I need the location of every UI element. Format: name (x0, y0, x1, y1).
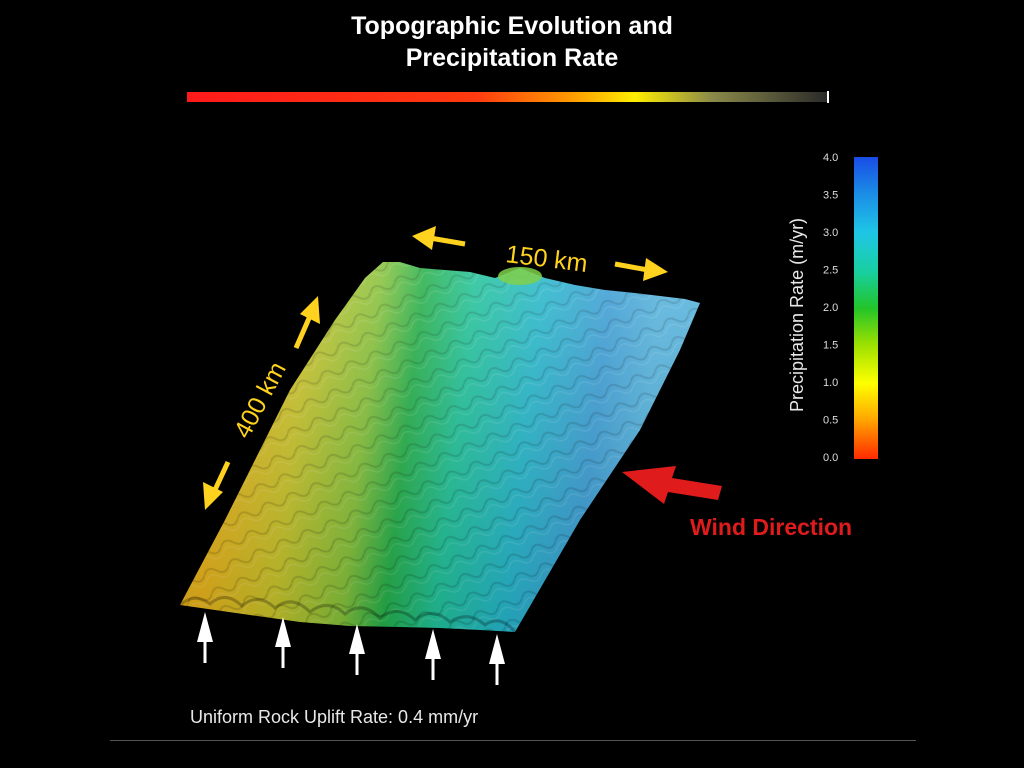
width-arrow-left-icon (412, 226, 436, 250)
wind-arrow-icon (622, 466, 722, 504)
colorbar-title: Precipitation Rate (m/yr) (787, 218, 807, 412)
terrain-surface (179, 262, 700, 633)
width-arrow-right-shaft (614, 261, 649, 273)
length-arrow-down-icon (203, 482, 223, 510)
colorbar-tick-label: 4.0 (823, 152, 838, 164)
colorbar-tick-label: 3.0 (823, 227, 838, 239)
bottom-rule (110, 740, 916, 741)
title-line-1: Topographic Evolution and (351, 12, 673, 40)
title-gradient-bar (187, 92, 827, 102)
colorbar-tick-label: 3.5 (823, 190, 838, 202)
slide-title: Topographic Evolution and Precipitation … (262, 10, 762, 74)
uplift-arrow-3-icon (349, 624, 365, 654)
colorbar-tick-label: 2.0 (823, 302, 838, 314)
uplift-arrow-4-icon (425, 629, 441, 659)
width-arrows (412, 226, 668, 281)
uplift-arrow-1-icon (197, 612, 213, 642)
width-arrow-right-icon (643, 258, 668, 281)
colorbar-tick-label: 0.5 (823, 415, 838, 427)
terrain-shading (180, 262, 700, 632)
colorbar-tick-label: 1.5 (823, 340, 838, 352)
title-line-2: Precipitation Rate (405, 44, 619, 72)
width-arrow-left-shaft (429, 235, 466, 247)
length-arrow-down-shaft (211, 460, 231, 494)
uplift-arrows (197, 612, 505, 685)
uplift-arrow-5-icon (489, 634, 505, 664)
colorbar-tick-label: 0.0 (823, 452, 838, 464)
length-arrow-up-icon (300, 296, 320, 324)
title-bar-end-mark (827, 91, 829, 103)
length-arrow-up-shaft (293, 314, 313, 350)
terrain-summit (498, 267, 542, 285)
uplift-arrow-2-icon (275, 617, 291, 647)
wind-arrow (622, 466, 722, 504)
wind-label: Wind Direction (690, 514, 852, 540)
colorbar-tick-label: 2.5 (823, 265, 838, 277)
colorbar: 4.0 3.5 3.0 2.5 2.0 1.5 1.0 0.5 0.0 Precipitatio… (787, 152, 878, 464)
colorbar-tick-label: 1.0 (823, 377, 838, 389)
length-arrows (203, 296, 320, 510)
colorbar-ticks: 4.0 3.5 3.0 2.5 2.0 1.5 1.0 0.5 0.0 (823, 152, 838, 464)
uplift-label: Uniform Rock Uplift Rate: 0.4 mm/yr (190, 707, 478, 727)
colorbar-gradient (854, 157, 878, 459)
terrain-front-edge (179, 596, 517, 633)
